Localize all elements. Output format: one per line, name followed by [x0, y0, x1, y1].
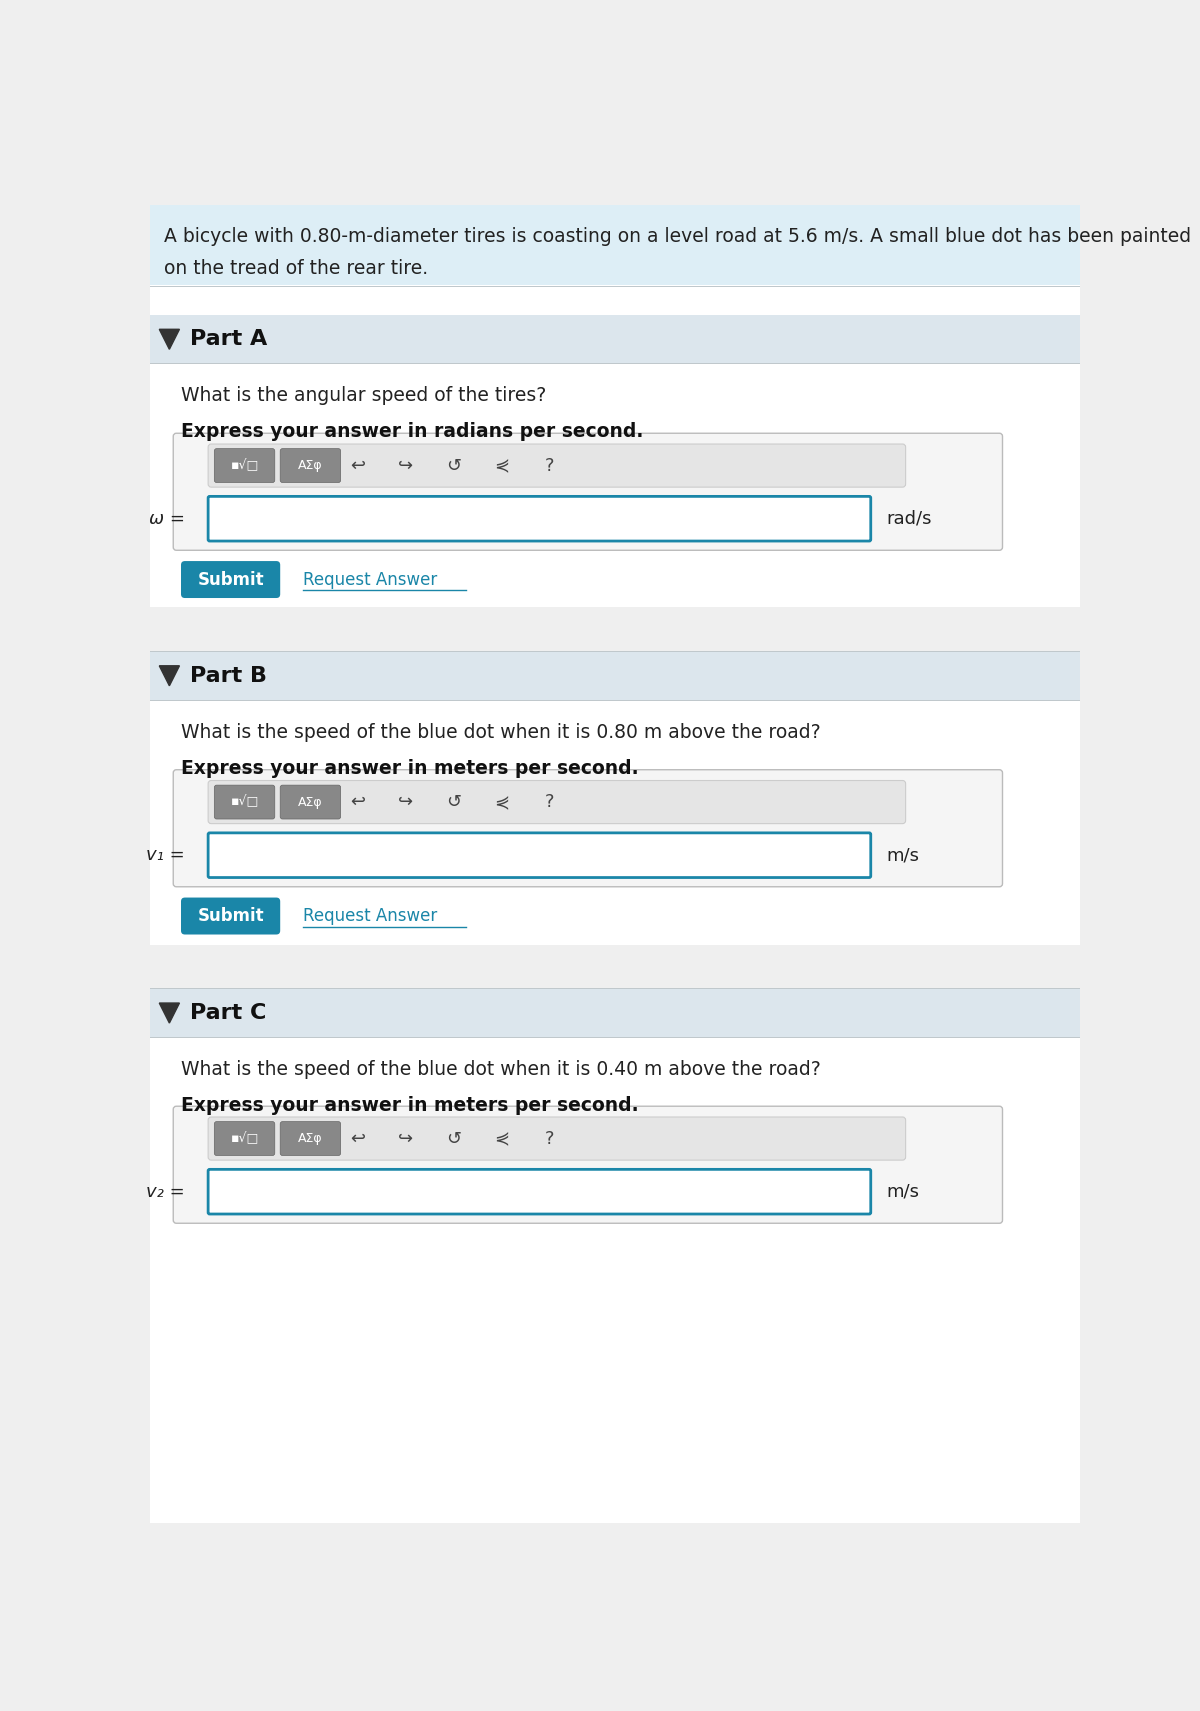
Polygon shape — [160, 1003, 180, 1023]
Text: ↺: ↺ — [446, 794, 461, 811]
Text: What is the speed of the blue dot when it is 0.40 m above the road?: What is the speed of the blue dot when i… — [181, 1061, 821, 1080]
FancyBboxPatch shape — [208, 445, 906, 488]
Polygon shape — [160, 329, 180, 349]
Text: ▪√□: ▪√□ — [230, 796, 259, 809]
Text: Submit: Submit — [197, 570, 264, 589]
FancyBboxPatch shape — [208, 1169, 871, 1215]
FancyBboxPatch shape — [281, 448, 341, 483]
FancyBboxPatch shape — [208, 1117, 906, 1160]
Text: ▪√□: ▪√□ — [230, 459, 259, 472]
FancyBboxPatch shape — [150, 205, 1080, 286]
Text: Submit: Submit — [197, 907, 264, 926]
FancyBboxPatch shape — [150, 1037, 1080, 1523]
FancyBboxPatch shape — [150, 205, 1080, 1523]
Text: ↺: ↺ — [446, 1129, 461, 1148]
Text: Request Answer: Request Answer — [304, 907, 438, 926]
FancyBboxPatch shape — [150, 944, 1080, 984]
Text: What is the speed of the blue dot when it is 0.80 m above the road?: What is the speed of the blue dot when i… — [181, 722, 821, 743]
FancyBboxPatch shape — [150, 286, 1080, 337]
Text: Express your answer in meters per second.: Express your answer in meters per second… — [181, 760, 638, 779]
FancyBboxPatch shape — [208, 496, 871, 541]
FancyBboxPatch shape — [150, 363, 1080, 609]
Text: ↺: ↺ — [446, 457, 461, 474]
Text: ?: ? — [545, 457, 554, 474]
FancyBboxPatch shape — [208, 833, 871, 878]
Text: on the tread of the rear tire.: on the tread of the rear tire. — [164, 260, 428, 279]
FancyBboxPatch shape — [150, 607, 1080, 645]
Text: ↩: ↩ — [350, 1129, 365, 1148]
Text: m/s: m/s — [887, 1182, 919, 1201]
Text: ↩: ↩ — [350, 794, 365, 811]
Text: m/s: m/s — [887, 847, 919, 864]
Text: Express your answer in meters per second.: Express your answer in meters per second… — [181, 1097, 638, 1116]
Text: v₂ =: v₂ = — [146, 1182, 185, 1201]
FancyBboxPatch shape — [173, 1107, 1002, 1223]
FancyBboxPatch shape — [215, 1122, 275, 1155]
FancyBboxPatch shape — [173, 433, 1002, 551]
Text: What is the angular speed of the tires?: What is the angular speed of the tires? — [181, 387, 546, 406]
Text: v₁ =: v₁ = — [146, 847, 185, 864]
FancyBboxPatch shape — [150, 700, 1080, 946]
Polygon shape — [160, 666, 180, 686]
FancyBboxPatch shape — [281, 1122, 341, 1155]
FancyBboxPatch shape — [150, 652, 1080, 700]
Text: Part A: Part A — [191, 329, 268, 349]
Text: Part C: Part C — [191, 1003, 266, 1023]
Text: ΑΣφ: ΑΣφ — [298, 1133, 323, 1145]
Text: A bicycle with 0.80-m-diameter tires is coasting on a level road at 5.6 m/s. A s: A bicycle with 0.80-m-diameter tires is … — [164, 228, 1192, 246]
Text: ⋞: ⋞ — [494, 794, 510, 811]
Text: ↪: ↪ — [398, 794, 413, 811]
Text: ↩: ↩ — [350, 457, 365, 474]
Text: ΑΣφ: ΑΣφ — [298, 796, 323, 809]
Text: Request Answer: Request Answer — [304, 570, 438, 589]
Text: Express your answer in radians per second.: Express your answer in radians per secon… — [181, 423, 643, 441]
FancyBboxPatch shape — [181, 898, 281, 934]
Text: ω =: ω = — [149, 510, 185, 527]
FancyBboxPatch shape — [150, 989, 1080, 1037]
Text: ⋞: ⋞ — [494, 457, 510, 474]
FancyBboxPatch shape — [215, 785, 275, 820]
Text: ↪: ↪ — [398, 457, 413, 474]
FancyBboxPatch shape — [215, 448, 275, 483]
Text: ?: ? — [545, 1129, 554, 1148]
Text: ΑΣφ: ΑΣφ — [298, 459, 323, 472]
FancyBboxPatch shape — [150, 315, 1080, 363]
Text: ⋞: ⋞ — [494, 1129, 510, 1148]
Text: ▪√□: ▪√□ — [230, 1133, 259, 1145]
FancyBboxPatch shape — [208, 780, 906, 823]
Text: ?: ? — [545, 794, 554, 811]
Text: Part B: Part B — [191, 666, 268, 686]
Text: rad/s: rad/s — [887, 510, 931, 527]
FancyBboxPatch shape — [281, 785, 341, 820]
FancyBboxPatch shape — [181, 561, 281, 599]
Text: ↪: ↪ — [398, 1129, 413, 1148]
FancyBboxPatch shape — [173, 770, 1002, 886]
